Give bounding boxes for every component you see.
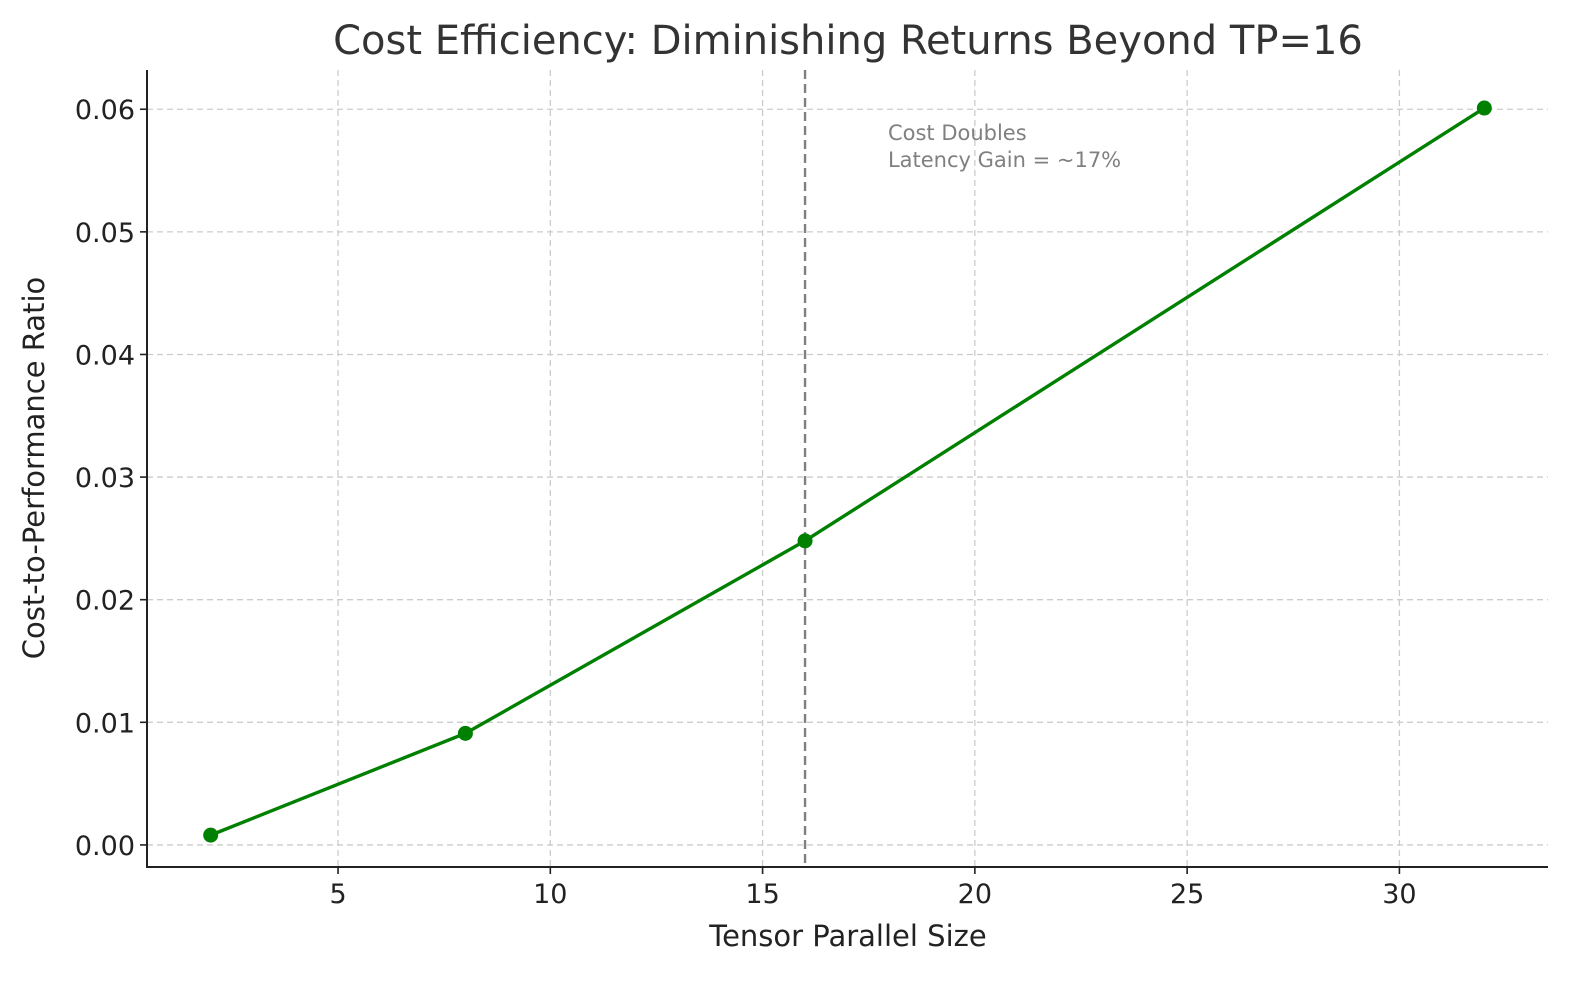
annotation-line-2: Latency Gain = ~17% bbox=[888, 148, 1121, 172]
x-tick-label: 25 bbox=[1170, 879, 1204, 910]
data-point bbox=[797, 533, 813, 549]
y-tick-label: 0.03 bbox=[75, 463, 135, 494]
data-point bbox=[457, 725, 473, 741]
annotation-line-1: Cost Doubles bbox=[888, 121, 1027, 145]
y-tick-label: 0.04 bbox=[75, 340, 135, 371]
y-tick-label: 0.06 bbox=[75, 95, 135, 126]
y-tick-label: 0.02 bbox=[75, 586, 135, 617]
chart-title: Cost Efficiency: Diminishing Returns Bey… bbox=[333, 18, 1363, 64]
x-tick-label: 30 bbox=[1382, 879, 1416, 910]
ticks: 5 10 15 20 25 30 0.00 0.01 0.02 0.03 0.04 0.05 0.06 bbox=[75, 95, 1417, 910]
data-point bbox=[203, 827, 219, 843]
x-tick-label: 5 bbox=[329, 879, 346, 910]
x-tick-label: 10 bbox=[533, 879, 567, 910]
y-axis-label: Cost-to-Performance Ratio bbox=[17, 277, 51, 660]
y-tick-label: 0.05 bbox=[75, 218, 135, 249]
data-point bbox=[1476, 100, 1492, 116]
axes bbox=[146, 70, 1548, 868]
x-axis-label: Tensor Parallel Size bbox=[708, 919, 986, 953]
series-line bbox=[210, 106, 1486, 837]
x-tick-label: 20 bbox=[958, 879, 992, 910]
y-tick-label: 0.00 bbox=[75, 831, 135, 862]
x-tick-label: 15 bbox=[745, 879, 779, 910]
y-tick-label: 0.01 bbox=[75, 708, 135, 739]
grid bbox=[147, 70, 1548, 867]
series bbox=[203, 100, 1492, 843]
